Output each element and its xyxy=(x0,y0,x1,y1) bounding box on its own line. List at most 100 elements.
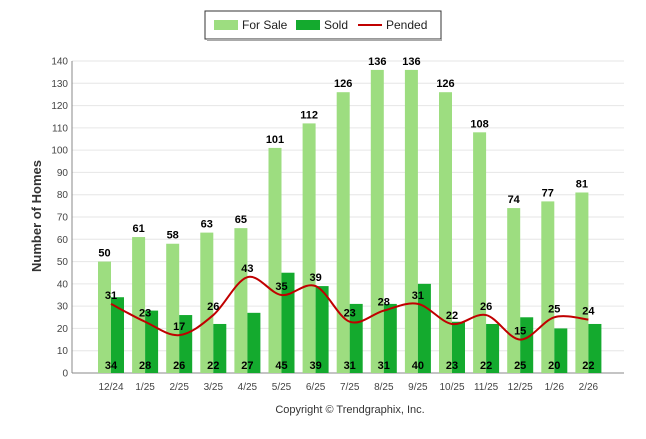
data-label-sold: 39 xyxy=(309,360,321,372)
bar-for-sale xyxy=(98,261,111,373)
axes: 0 10 20 30 40 50 60 70 80 90 100 110 120 130 140 12/24 1… xyxy=(51,57,624,393)
bar-for-sale xyxy=(404,69,418,374)
x-tick-label: 6/25 xyxy=(306,382,326,393)
x-tick-label: 1/26 xyxy=(545,382,565,393)
bar-for-sale xyxy=(336,92,350,373)
data-label-sold: 31 xyxy=(344,360,356,372)
legend-box xyxy=(204,10,442,40)
data-label-pended: 15 xyxy=(514,326,526,338)
y-tick-label: 120 xyxy=(51,101,68,112)
data-label-pended: 39 xyxy=(309,272,321,284)
y-tick-label: 140 xyxy=(51,57,68,68)
bar-sold xyxy=(486,323,500,373)
data-label-sold: 31 xyxy=(378,360,390,372)
y-tick-label: 0 xyxy=(62,369,68,380)
x-tick-label: 9/25 xyxy=(408,382,428,393)
bar-sold xyxy=(179,315,193,373)
bar-sold xyxy=(554,328,568,373)
data-label-pended: 22 xyxy=(446,310,458,322)
bar-for-sale xyxy=(166,243,180,373)
legend: For Sale Sold Pended xyxy=(204,10,442,41)
bar-sold xyxy=(111,297,124,373)
copyright-text: Copyright © Trendgraphix, Inc. xyxy=(275,404,424,416)
data-label-sold: 22 xyxy=(480,360,492,372)
y-tick-label: 30 xyxy=(57,302,69,313)
data-label-pended: 24 xyxy=(582,306,595,318)
pended-line-layer xyxy=(110,275,589,341)
bar-for-sale xyxy=(473,132,487,373)
y-tick-label: 100 xyxy=(51,146,68,157)
data-labels: 50 61 58 63 65 101 112 126 136 136 126 108 74 77 81 34 2… xyxy=(98,56,595,372)
bar-for-sale xyxy=(132,237,146,373)
bar-for-sale xyxy=(370,69,384,374)
data-label-pended: 43 xyxy=(241,263,253,275)
data-label-for-sale: 61 xyxy=(132,223,144,235)
data-label-for-sale: 77 xyxy=(542,187,554,199)
bar-for-sale xyxy=(541,201,555,373)
y-axis-title: Number of Homes xyxy=(29,160,44,272)
x-tick-label: 5/25 xyxy=(272,382,292,393)
data-label-pended: 17 xyxy=(173,321,185,333)
data-label-pended: 35 xyxy=(275,281,287,293)
data-label-sold: 22 xyxy=(207,360,219,372)
data-label-sold: 45 xyxy=(275,360,287,372)
data-label-pended: 23 xyxy=(139,308,151,320)
data-label-sold: 34 xyxy=(105,360,118,372)
legend-label-for-sale: For Sale xyxy=(242,18,288,32)
data-label-for-sale: 81 xyxy=(576,178,588,190)
bar-for-sale xyxy=(200,232,214,373)
x-tick-label: 3/25 xyxy=(204,382,224,393)
legend-label-pended: Pended xyxy=(386,18,427,32)
data-label-sold: 40 xyxy=(412,360,424,372)
bar-sold xyxy=(213,323,227,373)
bar-for-sale xyxy=(234,228,248,373)
bar-for-sale xyxy=(575,192,589,373)
bar-sold xyxy=(520,317,534,373)
data-label-for-sale: 101 xyxy=(266,134,284,146)
data-label-pended: 31 xyxy=(105,290,117,302)
data-label-for-sale: 58 xyxy=(167,230,179,242)
data-label-sold: 25 xyxy=(514,360,526,372)
x-tick-label: 12/25 xyxy=(508,382,533,393)
data-label-sold: 22 xyxy=(582,360,594,372)
data-label-pended: 23 xyxy=(344,308,356,320)
data-label-for-sale: 126 xyxy=(334,78,352,90)
x-tick-label: 4/25 xyxy=(238,382,258,393)
x-tick-label: 8/25 xyxy=(374,382,394,393)
bar-for-sale xyxy=(302,123,316,374)
data-label-for-sale: 50 xyxy=(98,248,110,260)
bar-for-sale xyxy=(439,92,452,373)
data-label-pended: 26 xyxy=(207,301,219,313)
bar-sold xyxy=(452,321,465,373)
legend-label-sold: Sold xyxy=(324,18,348,32)
data-label-for-sale: 112 xyxy=(300,109,318,121)
y-tick-label: 40 xyxy=(57,279,69,290)
y-tick-label: 110 xyxy=(52,123,68,134)
data-label-pended: 25 xyxy=(548,303,560,315)
bar-sold xyxy=(383,303,397,373)
y-tick-label: 80 xyxy=(57,190,69,201)
data-label-sold: 20 xyxy=(548,360,560,372)
legend-swatch-for-sale xyxy=(214,20,238,30)
data-label-pended: 28 xyxy=(378,297,390,309)
bar-for-sale xyxy=(507,208,521,373)
data-label-pended: 31 xyxy=(412,290,424,302)
x-tick-label: 7/25 xyxy=(340,382,360,393)
x-tick-label: 1/25 xyxy=(135,382,155,393)
y-tick-label: 60 xyxy=(57,235,69,246)
y-tick-label: 130 xyxy=(51,79,68,90)
data-label-for-sale: 74 xyxy=(508,194,521,206)
data-label-for-sale: 136 xyxy=(368,56,386,68)
pended-line xyxy=(110,275,589,341)
bar-sold xyxy=(588,323,602,373)
data-label-sold: 26 xyxy=(173,360,185,372)
bar-sold xyxy=(417,283,431,373)
bars xyxy=(98,69,602,374)
x-tick-label: 11/25 xyxy=(474,382,499,393)
y-tick-label: 70 xyxy=(57,213,69,224)
bar-sold xyxy=(281,272,295,373)
y-tick-label: 20 xyxy=(57,324,69,335)
x-tick-label: 10/25 xyxy=(439,382,464,393)
